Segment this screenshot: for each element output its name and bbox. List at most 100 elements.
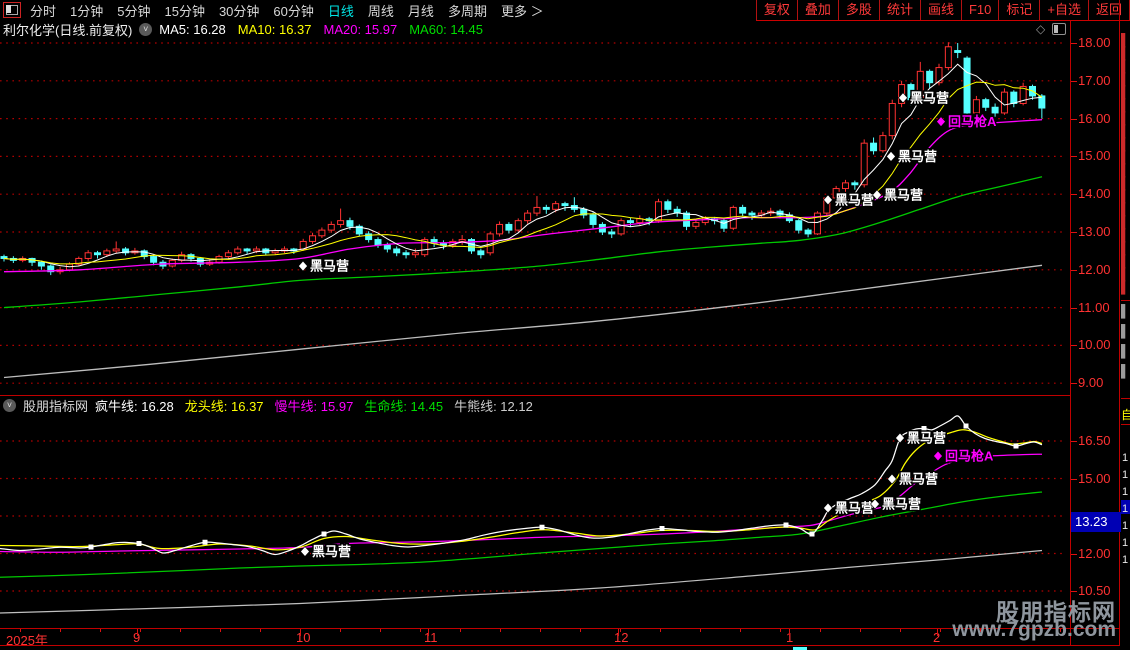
menu-F10[interactable]: F10 — [962, 0, 1000, 20]
axis-tick — [1070, 383, 1077, 385]
clipped-glyph: ▌ — [1121, 59, 1130, 73]
minor-tick — [540, 629, 541, 632]
clipped-glyph: ▌ — [1121, 228, 1130, 242]
axis-tick — [1070, 591, 1077, 592]
menu-复权[interactable]: 复权 — [757, 0, 798, 20]
period-tab-15分钟[interactable]: 15分钟 — [164, 3, 205, 19]
menu-画线[interactable]: 画线 — [921, 0, 962, 20]
axis-label: 10.00 — [1078, 337, 1111, 353]
axis-label: 14.00 — [1078, 186, 1111, 202]
period-tab-30分钟[interactable]: 30分钟 — [218, 3, 260, 19]
period-tab-1分钟[interactable]: 1分钟 — [70, 3, 104, 19]
axis-label: 15.00 — [1078, 148, 1111, 164]
line-MA10 — [3, 81, 1043, 265]
axis-tick — [1070, 478, 1077, 480]
period-tab-60分钟[interactable]: 60分钟 — [273, 3, 314, 19]
pivot-dot — [539, 524, 545, 530]
line-牛熊线 — [3, 264, 1043, 379]
clipped-glyph: ▌ — [1121, 254, 1130, 268]
split-panel-icon[interactable] — [1052, 23, 1067, 35]
month-tick — [618, 629, 619, 636]
signal-label: 黑马营 — [835, 192, 874, 207]
signal-diamond-icon — [298, 260, 308, 272]
indicator-line-value: 牛熊线: 12.12 — [454, 398, 533, 414]
menu-返回[interactable]: 返回 — [1089, 0, 1130, 20]
axis-tick — [1070, 194, 1077, 196]
layout-toggle-icon[interactable] — [3, 2, 21, 18]
toolbar-menu: 复权 叠加 多股 统计 画线 F10 标记 +自选 返回 — [755, 0, 1130, 21]
signal-diamond-icon — [887, 473, 897, 485]
axis-tick — [1070, 307, 1077, 309]
minor-tick — [260, 629, 261, 632]
minor-tick — [820, 629, 821, 632]
signal-diamond-icon — [936, 116, 946, 128]
minor-tick — [940, 629, 941, 632]
period-tab-更多 ＞[interactable]: 更多 ＞ — [500, 3, 544, 19]
pivot-dot — [783, 522, 789, 528]
menu-+自选[interactable]: +自选 — [1040, 0, 1089, 20]
pivot-dot — [1013, 443, 1019, 449]
clipped-glyph: ▌ — [1121, 98, 1130, 112]
minor-tick — [660, 629, 661, 632]
minor-tick — [220, 629, 221, 632]
period-tab-分时[interactable]: 分时 — [30, 3, 57, 19]
stock-title[interactable]: 利尔化学(日线.前复权) — [3, 22, 133, 38]
period-tab-5分钟[interactable]: 5分钟 — [117, 3, 151, 19]
signal-diamond-icon — [933, 450, 943, 462]
minor-tick — [860, 629, 861, 632]
strip-highlight: 自 — [1121, 408, 1130, 422]
diamond-outline-icon[interactable]: ◇ — [1036, 22, 1046, 36]
clipped-glyph: ▌ — [1121, 215, 1130, 229]
clipped-glyph: ▌ — [1121, 150, 1130, 164]
signal-diamond-icon — [823, 502, 833, 514]
chevron-down-icon[interactable]: ˅ — [139, 22, 153, 36]
line-MA5 — [3, 63, 1042, 268]
month-tick — [428, 629, 429, 636]
minor-tick — [1060, 629, 1061, 632]
minor-tick — [980, 629, 981, 632]
period-tab-月线[interactable]: 月线 — [407, 3, 434, 19]
menu-叠加[interactable]: 叠加 — [798, 0, 839, 20]
minor-tick — [140, 629, 141, 632]
panel-divider[interactable] — [0, 395, 1070, 396]
minor-tick — [620, 629, 621, 632]
clipped-glyph: ▌ — [1121, 344, 1130, 358]
strip-separator — [1121, 424, 1130, 425]
clipped-glyph: ▌ — [1121, 163, 1130, 177]
signal-label: 黑马营 — [910, 90, 949, 105]
month-label: 9 — [133, 630, 141, 645]
ma-value: MA20: 15.97 — [323, 21, 398, 37]
chevron-down-icon[interactable]: ˅ — [3, 398, 16, 412]
pivot-dot — [136, 541, 142, 546]
clipped-glyph: ▌ — [1121, 111, 1130, 125]
minor-tick — [1020, 629, 1021, 632]
minor-tick — [780, 629, 781, 632]
menu-标记[interactable]: 标记 — [999, 0, 1041, 20]
period-tab-日线[interactable]: 日线 — [327, 3, 354, 19]
period-tab-周线[interactable]: 周线 — [367, 3, 394, 19]
ma-value: MA10: 16.37 — [237, 21, 312, 37]
clipped-glyph: ▌ — [1121, 124, 1130, 138]
menu-统计[interactable]: 统计 — [880, 0, 921, 20]
indicator-line-value: 疯牛线: 16.28 — [95, 398, 174, 414]
clipped-glyph: ▌ — [1121, 189, 1130, 203]
watermark-url: www.7gpzb.com — [952, 618, 1116, 641]
pivot-dot — [321, 531, 327, 537]
right-edge-strip[interactable]: ▌ ▌ ▌ ▌ ▌ ▌ ▌ ▌ ▌ ▌ ▌ ▌ ▌ ▌ ▌ ▌ ▌ ▌ ▌ ▌ ▌ ▌ ▌ ▌ 自 1 1 1 1 1 1 1 — [1121, 0, 1130, 650]
axis-tick — [1070, 232, 1077, 233]
minor-tick — [740, 629, 741, 632]
date-axis-bottom-line — [0, 645, 1120, 646]
clipped-glyph: ▌ — [1121, 267, 1130, 281]
ma-value: MA5: 16.28 — [159, 21, 226, 37]
signal-diamond-icon — [870, 498, 880, 510]
quote-digit: 1 — [1122, 520, 1129, 532]
period-tab-多周期[interactable]: 多周期 — [447, 3, 487, 19]
clipped-glyph: ▌ — [1121, 241, 1130, 255]
menu-多股[interactable]: 多股 — [839, 0, 880, 20]
date-axis[interactable]: 2025年 9 10 11 12 1 2 — [0, 629, 1120, 648]
minor-tick — [700, 629, 701, 632]
axis-tick — [1070, 553, 1077, 555]
indicator-source[interactable]: 股朋指标网 — [23, 398, 89, 414]
